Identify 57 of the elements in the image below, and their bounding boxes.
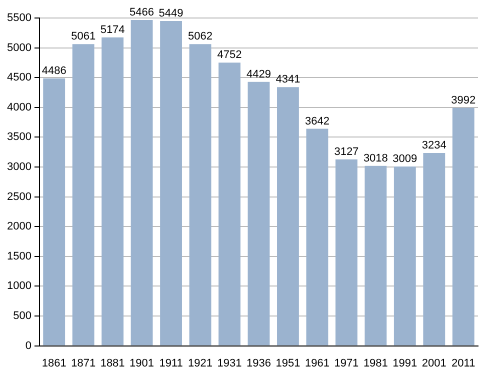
data-label: 5449	[158, 8, 184, 20]
y-tick-label: 3000	[6, 161, 32, 174]
data-label: 4341	[276, 74, 300, 86]
data-label: 4429	[246, 68, 271, 80]
data-label: 3992	[451, 94, 476, 106]
data-label: 3642	[304, 115, 330, 128]
data-label: 3018	[363, 152, 388, 164]
bar	[423, 153, 446, 346]
x-tick-label: 1981	[363, 357, 388, 370]
x-tick-label: 2011	[452, 357, 476, 370]
y-tick-label: 4000	[6, 101, 32, 114]
x-tick-label: 1921	[188, 357, 213, 370]
x-tick-label: 1881	[100, 357, 125, 370]
x-tick-label: 1951	[276, 357, 300, 370]
data-label: 3127	[334, 146, 359, 158]
x-tick-label: 1911	[159, 357, 183, 370]
y-tick-label: 1000	[6, 280, 32, 292]
bar	[160, 21, 182, 346]
bar	[335, 159, 358, 346]
x-tick-label: 1961	[304, 357, 330, 370]
x-tick-label: 2001	[422, 357, 446, 370]
data-label: 5062	[188, 30, 213, 43]
y-tick-label: 1500	[6, 250, 32, 262]
y-tick-label: 5500	[6, 12, 32, 24]
bar	[452, 108, 474, 346]
y-tick-label: 0	[25, 340, 32, 352]
y-tick-label: 500	[13, 310, 32, 322]
bar	[306, 128, 328, 346]
y-tick-label: 2000	[6, 220, 32, 233]
bar	[364, 166, 387, 346]
x-tick-label: 1931	[217, 357, 242, 370]
y-tick-label: 4500	[6, 72, 32, 84]
y-tick-label: 2500	[6, 190, 32, 203]
y-tick-label: 3500	[6, 131, 32, 144]
x-tick-label: 1871	[71, 357, 96, 370]
bar	[189, 44, 212, 346]
data-label: 5466	[130, 6, 154, 19]
bar	[248, 82, 270, 346]
data-label: 3234	[422, 140, 446, 152]
x-tick-label: 1861	[42, 357, 66, 370]
bar	[394, 166, 416, 346]
x-tick-label: 1991	[392, 357, 418, 370]
data-label: 4752	[217, 49, 242, 62]
y-tick-label: 5000	[6, 42, 32, 54]
bar	[72, 44, 94, 346]
x-tick-label: 1936	[246, 357, 271, 370]
data-label: 5061	[71, 30, 96, 43]
bar	[43, 78, 66, 346]
bar	[218, 62, 240, 346]
x-tick-label: 1971	[334, 357, 359, 370]
data-label: 3009	[392, 152, 418, 165]
data-label: 4486	[42, 64, 66, 77]
bar	[130, 20, 153, 346]
bar	[277, 87, 299, 346]
data-label: 5174	[100, 24, 125, 36]
x-tick-label: 1901	[130, 357, 154, 370]
bar	[102, 37, 124, 346]
